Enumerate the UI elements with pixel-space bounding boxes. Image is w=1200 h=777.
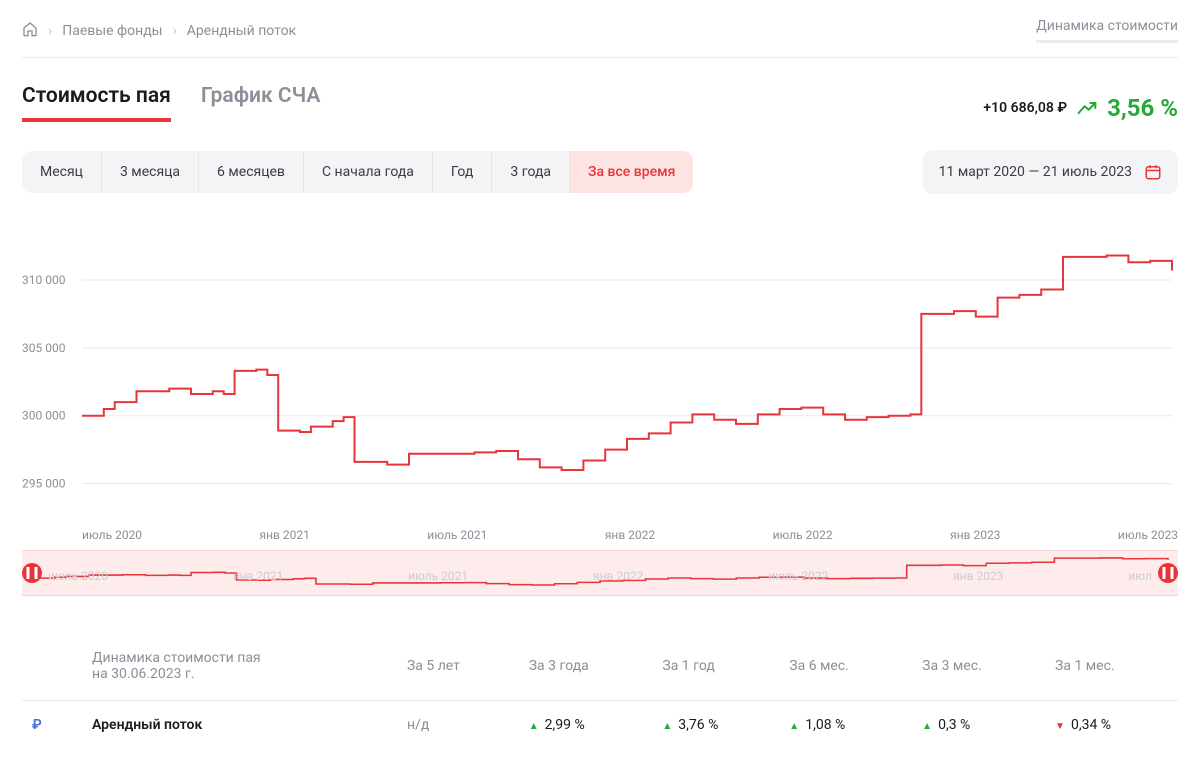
breadcrumb-home[interactable]	[22, 21, 38, 41]
trend-up-icon	[1077, 101, 1097, 115]
dynamics-link[interactable]: Динамика стоимости	[1036, 18, 1178, 43]
controls-row: Месяц 3 месяца 6 месяцев С начала года Г…	[22, 150, 1178, 194]
cell-1m: ▼0,34 %	[1045, 701, 1178, 750]
chart-tabs: Стоимость пая График СЧА	[22, 84, 320, 122]
currency-badge: ₽	[32, 717, 42, 733]
cell-5y: н/д	[397, 701, 519, 750]
performance-table: Динамика стоимости пая на 30.06.2023 г. …	[22, 642, 1178, 749]
cell-6m: ▲1,08 %	[779, 701, 912, 750]
col-5y: За 5 лет	[397, 642, 519, 701]
tab-nav-chart[interactable]: График СЧА	[201, 84, 321, 122]
col-1y: За 1 год	[652, 642, 779, 701]
cell-1y: ▲3,76 %	[652, 701, 779, 750]
breadcrumb-sep: ›	[48, 23, 52, 39]
tabs-row: Стоимость пая График СЧА +10 686,08 ₽ 3,…	[22, 84, 1178, 122]
breadcrumb-funds[interactable]: Паевые фонды	[62, 23, 162, 39]
range-segmented: Месяц 3 месяца 6 месяцев С начала года Г…	[22, 151, 693, 193]
col-currency	[22, 642, 82, 701]
svg-text:305 000: 305 000	[22, 341, 66, 355]
breadcrumb-sep: ›	[173, 23, 177, 39]
range-1m[interactable]: Месяц	[22, 151, 101, 193]
kpi-percent: 3,56 %	[1107, 94, 1178, 122]
range-3y[interactable]: 3 года	[491, 151, 569, 193]
col-6m: За 6 мес.	[779, 642, 912, 701]
breadcrumb-row: › Паевые фонды › Арендный поток Динамика…	[22, 18, 1178, 58]
breadcrumb: › Паевые фонды › Арендный поток	[22, 21, 296, 41]
range-6m[interactable]: 6 месяцев	[198, 151, 303, 193]
date-range-picker[interactable]: 11 март 2020 — 21 июль 2023	[923, 150, 1178, 194]
drag-icon	[22, 563, 42, 583]
brush-handle-right[interactable]	[1158, 563, 1178, 583]
range-1y[interactable]: Год	[432, 151, 491, 193]
table-row[interactable]: ₽ Арендный поток н/д ▲2,99 % ▲3,76 % ▲1,…	[22, 701, 1178, 750]
main-chart-xticks: июль 2020янв 2021июль 2021янв 2022июль 2…	[22, 520, 1178, 542]
cell-3m: ▲0,3 %	[912, 701, 1045, 750]
perf-header-line2: на 30.06.2023 г.	[92, 666, 387, 682]
main-chart: 295 000 300 000 305 000 310 000	[22, 240, 1178, 520]
range-ytd[interactable]: С начала года	[303, 151, 432, 193]
svg-text:310 000: 310 000	[22, 273, 66, 287]
col-1m: За 1 мес.	[1045, 642, 1178, 701]
cell-3y: ▲2,99 %	[519, 701, 653, 750]
perf-header-line1: Динамика стоимости пая	[92, 650, 387, 666]
col-title: Динамика стоимости пая на 30.06.2023 г.	[82, 642, 397, 701]
col-3y: За 3 года	[519, 642, 653, 701]
range-3m[interactable]: 3 месяца	[101, 151, 198, 193]
range-all[interactable]: За все время	[569, 151, 693, 193]
home-icon	[22, 21, 38, 37]
kpi-absolute: +10 686,08 ₽	[983, 100, 1067, 116]
brush-handle-left[interactable]	[22, 563, 42, 583]
kpi-block: +10 686,08 ₽ 3,56 %	[983, 94, 1178, 122]
col-3m: За 3 мес.	[912, 642, 1045, 701]
fund-name: Арендный поток	[82, 701, 397, 750]
calendar-icon	[1144, 163, 1162, 181]
date-range-label: 11 март 2020 — 21 июль 2023	[939, 164, 1132, 180]
breadcrumb-current[interactable]: Арендный поток	[187, 23, 296, 39]
mini-chart[interactable]: июль 2020янв 2021июль 2021янв 2022июль 2…	[22, 550, 1178, 596]
svg-text:295 000: 295 000	[22, 477, 66, 491]
tab-share-price[interactable]: Стоимость пая	[22, 84, 171, 122]
drag-icon	[1158, 563, 1178, 583]
svg-text:300 000: 300 000	[22, 409, 66, 423]
